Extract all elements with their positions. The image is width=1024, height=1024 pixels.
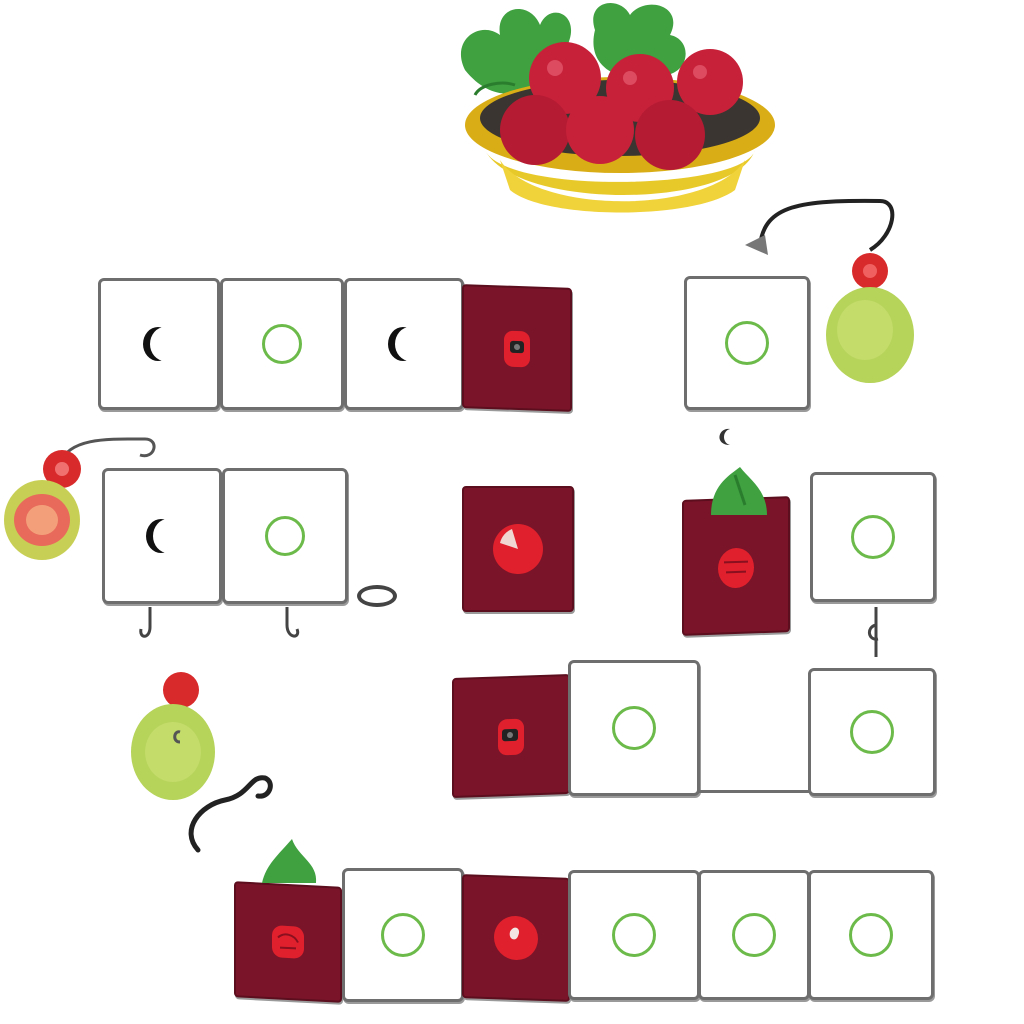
- moon-icon: [153, 519, 183, 553]
- ring-icon: [381, 913, 425, 957]
- moon-icon: [150, 327, 180, 361]
- lime-fruit-icon: [131, 672, 215, 800]
- tile-ring[interactable]: [808, 870, 934, 1000]
- small-moon-icon: [719, 428, 730, 445]
- tile-ring[interactable]: [568, 870, 700, 1000]
- tile-moon[interactable]: [344, 278, 464, 410]
- beetle-icon: [498, 718, 524, 756]
- ring-icon: [612, 706, 656, 750]
- curl-vine-icon: [188, 775, 273, 853]
- beetle-icon: [504, 330, 530, 368]
- leaf-icon: [262, 839, 317, 883]
- tile-moon[interactable]: [102, 468, 222, 604]
- token-ring-icon: [357, 585, 397, 607]
- peach-charm-icon: [4, 437, 156, 560]
- tile-ring[interactable]: [222, 468, 348, 604]
- ring-icon: [851, 515, 895, 559]
- card-beetle[interactable]: [462, 284, 572, 412]
- hook-icon: [285, 607, 300, 638]
- tile-ring[interactable]: [220, 278, 344, 410]
- ring-icon: [612, 913, 656, 957]
- tile-ring[interactable]: [684, 276, 810, 410]
- ring-icon: [732, 913, 776, 957]
- card-berry[interactable]: [682, 496, 790, 636]
- card-apple[interactable]: [462, 874, 570, 1002]
- hook-icon: [868, 607, 879, 657]
- ring-icon: [849, 913, 893, 957]
- card-strawberry[interactable]: [234, 881, 342, 1003]
- strawberry-icon: [272, 925, 304, 959]
- pie-icon: [493, 524, 543, 574]
- tile-ring[interactable]: [810, 472, 936, 602]
- card-beetle[interactable]: [452, 673, 570, 799]
- ring-icon: [262, 324, 302, 364]
- hook-icon: [139, 607, 152, 638]
- tile-ring[interactable]: [698, 870, 810, 1000]
- ring-icon: [725, 321, 769, 365]
- leaf-icon: [711, 467, 767, 515]
- tile-moon[interactable]: [98, 278, 220, 410]
- berry-bowl-icon: [460, 2, 775, 213]
- tile-ring[interactable]: [808, 668, 936, 796]
- apple-icon: [494, 915, 538, 961]
- ring-icon: [850, 710, 894, 754]
- card-pie[interactable]: [462, 486, 574, 612]
- berry-icon: [718, 547, 754, 589]
- tile-ring[interactable]: [342, 868, 464, 1002]
- tile-ring[interactable]: [568, 660, 700, 796]
- ring-icon: [265, 516, 305, 556]
- lime-charm-icon: [745, 198, 914, 383]
- moon-icon: [395, 327, 425, 361]
- connector-line: [698, 790, 810, 793]
